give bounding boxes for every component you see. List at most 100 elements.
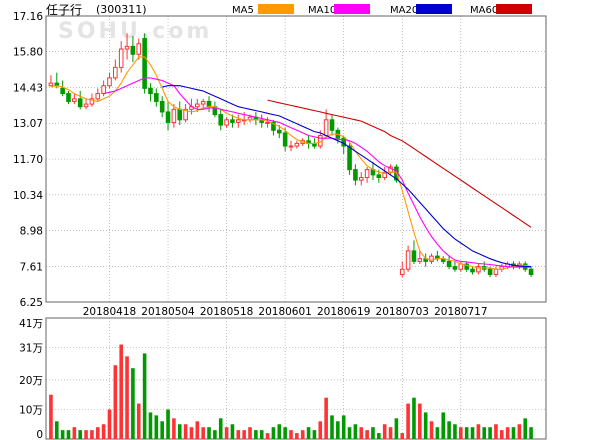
volume-bar-up — [183, 424, 188, 439]
candle-up — [493, 268, 499, 275]
price-tick-label: 17.16 — [13, 11, 43, 23]
legend-label-ma20: MA20 — [390, 5, 418, 16]
legend-swatch-ma10 — [334, 4, 370, 14]
candle-down — [376, 174, 382, 178]
volume-tick-label: 31万 — [19, 343, 43, 355]
moving-averages — [50, 56, 532, 270]
price-tick-label: 8.98 — [20, 225, 43, 237]
volume-bar-down — [254, 430, 258, 439]
volume-bar-down — [394, 418, 399, 439]
volume-bar-down — [482, 427, 487, 439]
volume-grid — [46, 318, 546, 439]
volume-bar-down — [441, 412, 446, 439]
candle-down — [271, 121, 276, 131]
candle-down — [77, 98, 83, 108]
volume-bar-up — [84, 430, 88, 439]
volume-tick-label: 0 — [36, 429, 43, 440]
price-tick-label: 15.80 — [13, 47, 43, 59]
price-tick-label: 14.43 — [13, 83, 43, 95]
volume-bar-down — [271, 427, 276, 439]
price-tick-label: 11.70 — [13, 154, 43, 166]
candle-up — [107, 77, 112, 87]
candle-up — [288, 145, 294, 148]
volume-tick-label: 10万 — [19, 404, 43, 416]
volume-bar-down — [131, 368, 135, 439]
date-tick-label: 20180504 — [141, 306, 195, 318]
legend-swatch-ma60 — [496, 4, 532, 14]
legend-label-ma5: MA5 — [232, 5, 254, 16]
volume-bar-up — [494, 424, 498, 439]
volume-bar-up — [248, 427, 252, 439]
volume-bar-down — [142, 353, 147, 439]
candle-up — [113, 66, 118, 79]
volume-bar-down — [435, 427, 440, 439]
volume-bar-down — [283, 427, 287, 439]
candle-up — [224, 119, 229, 126]
candle-down — [411, 250, 417, 262]
candle-up — [405, 250, 411, 270]
volume-bar-up — [72, 427, 77, 439]
volume-bar-down — [453, 424, 457, 439]
volume-bar-up — [318, 421, 323, 439]
candle-down — [165, 111, 171, 123]
candle-down — [154, 93, 159, 102]
volume-bar-down — [412, 397, 416, 439]
volume-bar-down — [336, 421, 340, 439]
candle-up — [399, 268, 405, 275]
volume-bar-up — [388, 427, 393, 439]
candle-down — [130, 45, 136, 55]
candle-down — [159, 100, 165, 113]
volume-bar-down — [166, 409, 170, 439]
volume-bar-up — [107, 409, 112, 439]
ma60-line — [267, 99, 532, 228]
candle-up — [89, 98, 95, 105]
candle-down — [282, 132, 288, 147]
candle-up — [183, 108, 188, 121]
volume-bar-down — [423, 412, 428, 439]
volume-bar-down — [347, 427, 352, 439]
candle-down — [60, 87, 65, 95]
volume-tick-label: 20万 — [19, 375, 43, 387]
candle-down — [446, 260, 452, 268]
date-tick-label: 20180703 — [376, 306, 429, 318]
candle-up — [417, 258, 423, 262]
candle-up — [236, 119, 241, 123]
volume-bar-down — [213, 430, 217, 439]
candle-up — [83, 103, 89, 108]
volume-bar-up — [289, 430, 293, 439]
price-tick-label: 6.25 — [20, 297, 43, 309]
date-axis: 20180418 20180504 20180518 20180601 20180619… — [83, 306, 488, 318]
volume-bar-down — [154, 415, 159, 439]
volume-bar-down — [341, 415, 346, 439]
legend-label-ma10: MA10 — [308, 5, 336, 16]
candle-down — [148, 87, 153, 95]
stock-code: (300311) — [96, 3, 147, 16]
volume-bar-up — [418, 403, 422, 439]
candle-up — [200, 100, 206, 105]
volume-bar-down — [330, 415, 334, 439]
price-y-axis: 17.16 15.80 14.43 13.07 11.70 10.34 8.98 7.61 6.… — [13, 11, 43, 309]
ma10-line — [103, 77, 532, 268]
candle-down — [66, 93, 71, 102]
volume-bar-down — [230, 424, 235, 439]
volume-bar-up — [195, 421, 200, 439]
ma5-line — [50, 56, 532, 270]
candle-down — [487, 268, 493, 275]
volume-bar-up — [119, 344, 123, 439]
candle-up — [382, 171, 387, 178]
volume-bar-up — [499, 430, 504, 439]
candle-up — [323, 119, 329, 137]
volume-bar-down — [529, 427, 533, 439]
volume-bar-down — [447, 421, 451, 439]
legend-swatch-ma20 — [416, 4, 452, 14]
volume-bar-up — [95, 427, 100, 439]
volume-bar-down — [60, 430, 65, 439]
volume-bar-down — [277, 424, 282, 439]
volume-bar-up — [505, 427, 510, 439]
volume-bar-up — [517, 424, 522, 439]
ma20-line — [162, 85, 532, 268]
candle-down — [230, 119, 235, 123]
volume-bar-up — [295, 433, 299, 439]
volume-bar-up — [400, 433, 405, 439]
